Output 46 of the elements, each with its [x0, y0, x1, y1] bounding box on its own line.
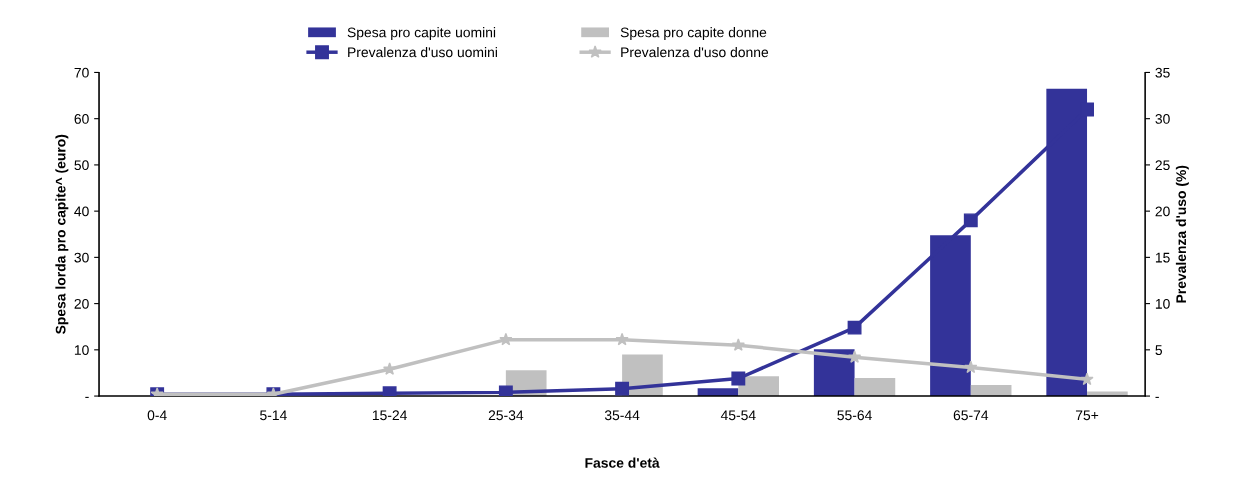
point	[731, 371, 746, 386]
y2-tick-label: 30	[1155, 114, 1170, 124]
y2-tick-label: 5	[1155, 345, 1163, 355]
y2-tick-label: 20	[1155, 206, 1170, 217]
y-tick-label: 50	[74, 160, 89, 171]
legend-label: Prevalenza d'uso uomini	[348, 47, 497, 58]
y2-tick-label: 10	[1155, 298, 1170, 309]
y-tick-label: 10	[74, 345, 89, 355]
legend-label: Spesa pro capite uomini	[347, 27, 496, 41]
point	[615, 381, 630, 396]
y-tick-label: 40	[74, 206, 89, 217]
point	[382, 386, 397, 397]
point	[964, 360, 978, 374]
y2-tick-label: -	[1155, 396, 1159, 398]
y2-axis-title: Prevalenza d'uso (%)	[1175, 165, 1189, 303]
bar	[854, 378, 896, 397]
legend-label: Spesa pro capite donne	[620, 27, 767, 41]
x-tick-label: 25-34	[488, 410, 524, 421]
y-tick-label: 60	[74, 114, 89, 124]
y2-tick-label: 35	[1155, 67, 1170, 78]
point	[498, 385, 513, 397]
y-tick-label: 20	[74, 298, 89, 309]
x-tick-label: 5-14	[260, 410, 287, 421]
y2-tick-label: 15	[1155, 252, 1170, 263]
x-tick-label: 35-44	[604, 410, 640, 421]
x-tick-label: 15-24	[372, 410, 407, 421]
point	[499, 332, 513, 346]
point	[847, 350, 862, 363]
point	[1080, 372, 1094, 386]
x-tick-label: 45-54	[720, 410, 756, 421]
point	[963, 213, 978, 228]
x-axis-title: Fasce d'età	[585, 457, 660, 468]
x-tick-label: 75+	[1075, 410, 1099, 421]
x-tick-label: 55-64	[837, 410, 872, 421]
y2-tick-label: 25	[1155, 160, 1170, 171]
y-tick-label: 30	[74, 252, 89, 263]
bar	[813, 349, 855, 397]
point	[731, 338, 745, 351]
x-tick-label: 0-4	[147, 410, 167, 421]
legend-label: Prevalenza d'uso donne	[621, 47, 769, 58]
y-tick-label: 70	[74, 67, 89, 78]
point	[847, 320, 862, 335]
x-tick-label: 65-74	[953, 410, 989, 421]
y-axis-title: Spesa lorda pro capite^ (euro)	[55, 134, 69, 334]
point	[615, 332, 629, 346]
y-tick-label: -	[85, 396, 89, 398]
